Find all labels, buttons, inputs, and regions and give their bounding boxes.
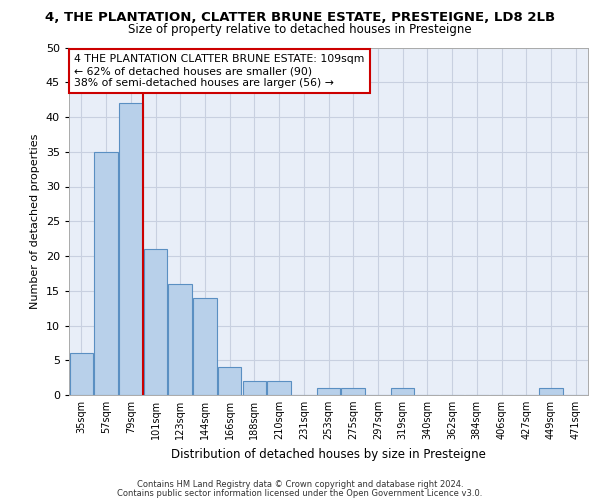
Bar: [119, 103, 143, 395]
Bar: [144, 249, 167, 395]
Bar: [169, 284, 192, 395]
Text: Contains public sector information licensed under the Open Government Licence v3: Contains public sector information licen…: [118, 489, 482, 498]
Bar: [70, 354, 93, 395]
X-axis label: Distribution of detached houses by size in Presteigne: Distribution of detached houses by size …: [171, 448, 486, 460]
Bar: [268, 381, 291, 395]
Bar: [218, 367, 241, 395]
Text: Size of property relative to detached houses in Presteigne: Size of property relative to detached ho…: [128, 22, 472, 36]
Text: 4, THE PLANTATION, CLATTER BRUNE ESTATE, PRESTEIGNE, LD8 2LB: 4, THE PLANTATION, CLATTER BRUNE ESTATE,…: [45, 11, 555, 24]
Bar: [341, 388, 365, 395]
Bar: [94, 152, 118, 395]
Y-axis label: Number of detached properties: Number of detached properties: [30, 134, 40, 309]
Bar: [317, 388, 340, 395]
Bar: [391, 388, 415, 395]
Text: 4 THE PLANTATION CLATTER BRUNE ESTATE: 109sqm
← 62% of detached houses are small: 4 THE PLANTATION CLATTER BRUNE ESTATE: 1…: [74, 54, 365, 88]
Text: Contains HM Land Registry data © Crown copyright and database right 2024.: Contains HM Land Registry data © Crown c…: [137, 480, 463, 489]
Bar: [193, 298, 217, 395]
Bar: [242, 381, 266, 395]
Bar: [539, 388, 563, 395]
